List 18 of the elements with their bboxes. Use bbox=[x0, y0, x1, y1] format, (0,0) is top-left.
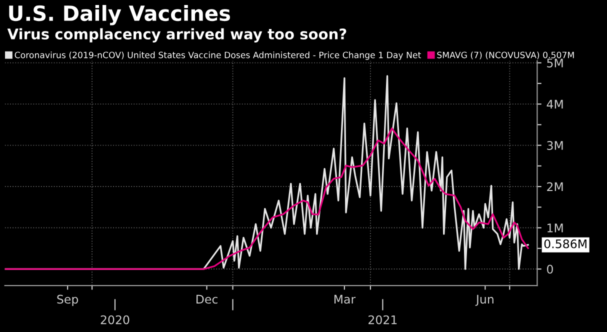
y-tick-label: 2M bbox=[547, 182, 563, 192]
y-tick-label: 1M bbox=[548, 224, 563, 232]
legend-label: SMAVG (7) (NCOVUSVA) 0.507M bbox=[437, 52, 574, 60]
chart-title: U.S. Daily Vaccines bbox=[9, 4, 230, 26]
y-tick-label: 0 bbox=[547, 264, 553, 274]
line-series bbox=[4, 128, 529, 270]
y-tick-label: 4M bbox=[546, 100, 563, 109]
y-tick-label: 5M bbox=[547, 58, 563, 68]
x-tick-label: Jun bbox=[475, 294, 494, 306]
x-tick-label: Sep bbox=[57, 294, 78, 306]
chart-subtitle: Virus complacency arrived way too soon? bbox=[7, 28, 346, 42]
x-tick-label: Dec bbox=[196, 294, 218, 304]
x2-tick-label: 2021 bbox=[368, 315, 397, 324]
y-tick-label: 3M bbox=[547, 141, 563, 150]
annotation: 0.586M bbox=[544, 239, 586, 248]
x2-tick-label: 2020 bbox=[100, 315, 130, 324]
legend-label: Coronavirus (2019-nCOV) United States Vaccine Doses Administered - Price Change 1 Day Net bbox=[14, 52, 421, 60]
x-tick-label: Mar bbox=[334, 294, 356, 304]
